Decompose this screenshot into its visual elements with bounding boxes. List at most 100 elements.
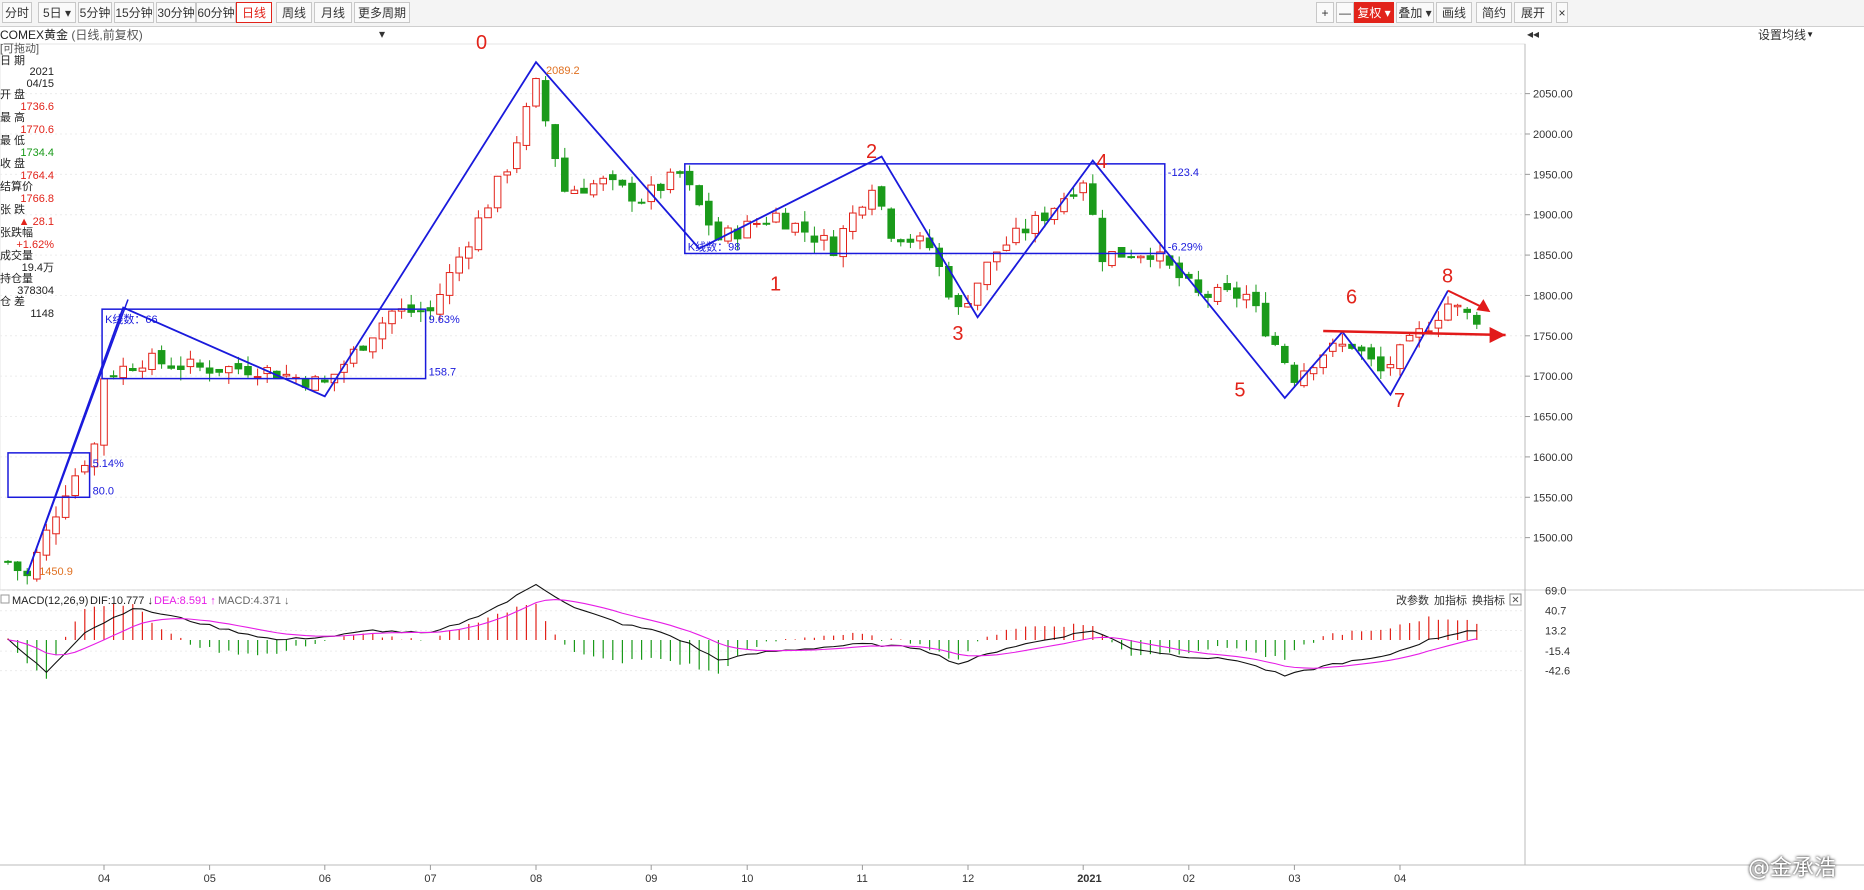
- candle-body-58: [561, 157, 569, 192]
- price-tick-label-4: 1700.00: [1533, 371, 1573, 383]
- candle-body-18: [177, 365, 185, 370]
- candle-body-142: [1367, 347, 1376, 360]
- candle-body-139: [1338, 343, 1347, 347]
- ma-settings-button[interactable]: 设置均线: [1757, 28, 1806, 42]
- info-label-9: 持仓量: [0, 273, 33, 285]
- info-label-6: 张 跌: [0, 204, 26, 216]
- info-value-8: 19.4万: [21, 261, 54, 274]
- toolbar-right-5[interactable]: 简约: [1476, 2, 1512, 23]
- candle-body-92: [887, 208, 896, 239]
- candle-body-95: [916, 235, 924, 242]
- macd-toggle-icon[interactable]: [0, 594, 10, 604]
- candle-body-136: [1309, 367, 1318, 375]
- candle-body-114: [1098, 217, 1107, 263]
- info-label-10: 仓 差: [0, 296, 26, 308]
- info-label-7: 张跌幅: [0, 227, 33, 239]
- period-tab-4[interactable]: 30分钟: [156, 2, 196, 23]
- candle-body-55: [532, 78, 540, 107]
- price-tick-label-2: 1600.00: [1533, 452, 1573, 464]
- candle-body-19: [186, 358, 195, 368]
- toolbar-right-1[interactable]: —: [1336, 2, 1354, 23]
- candle-body-59: [570, 189, 579, 195]
- macd-button-2[interactable]: 换指标: [1472, 593, 1505, 607]
- info-value-3: 1734.4: [20, 146, 54, 159]
- candle-body-134: [1290, 364, 1299, 383]
- toolbar-right-2[interactable]: 复权 ▾: [1354, 2, 1394, 23]
- candle-body-112: [1079, 182, 1088, 194]
- info-label-3: 最 低: [0, 135, 26, 147]
- macd-name[interactable]: MACD(12,26,9): [12, 595, 88, 607]
- candle-body-79: [762, 222, 771, 225]
- candle-body-151: [1453, 304, 1462, 308]
- candle-body-80: [772, 212, 780, 223]
- macd-button-0[interactable]: 改参数: [1396, 593, 1429, 607]
- macd-tick-label-0: 69.0: [1545, 585, 1566, 597]
- close-icon[interactable]: ×: [1556, 2, 1568, 23]
- candle-body-50: [484, 207, 492, 219]
- info-value-6: ▲ 28.1: [18, 215, 54, 228]
- period-tab-6[interactable]: 日线: [236, 2, 272, 23]
- macd-tick-label-1: 40.7: [1545, 606, 1566, 618]
- candle-body-53: [513, 142, 521, 170]
- toolbar-right-0[interactable]: +: [1316, 2, 1334, 23]
- info-value-4: 1764.4: [20, 169, 54, 182]
- candle-body-150: [1444, 303, 1452, 321]
- info-label-8: 成交量: [0, 250, 33, 262]
- candle-body-149: [1434, 319, 1443, 329]
- price-tick-label-11: 2050.00: [1533, 89, 1573, 101]
- candle-body-105: [1012, 227, 1020, 244]
- candle-body-66: [637, 201, 646, 204]
- candle-body-33: [321, 379, 329, 383]
- period-tab-3[interactable]: 15分钟: [114, 2, 154, 23]
- chevron-down-icon[interactable]: ▼: [1806, 30, 1814, 39]
- toolbar-right-3[interactable]: 叠加 ▾: [1396, 2, 1434, 23]
- candle-body-118: [1137, 255, 1145, 259]
- period-tab-7[interactable]: 周线: [276, 2, 312, 23]
- candle-body-6: [61, 495, 70, 518]
- candle-body-101: [973, 282, 982, 306]
- wave-zigzag-line: [26, 60, 1449, 575]
- candle-body-68: [657, 183, 665, 191]
- candle-body-98: [945, 266, 953, 298]
- candle-body-152: [1463, 308, 1472, 313]
- candle-body-102: [983, 261, 992, 286]
- candle-body-3: [33, 551, 41, 580]
- time-tick-label-2: 06: [319, 873, 331, 885]
- candle-body-86: [829, 236, 838, 257]
- info-label-4: 收 盘: [0, 158, 26, 170]
- macd-tick-label-4: -42.6: [1545, 666, 1570, 678]
- info-value-0: 2021: [29, 66, 54, 78]
- toolbar-right-6[interactable]: 展开 ◂◂: [1514, 2, 1552, 41]
- time-tick-label-0: 04: [98, 873, 110, 885]
- candle-body-23: [225, 366, 233, 374]
- macd-button-1[interactable]: 加指标: [1434, 593, 1467, 607]
- macd-dea-value: DEA:8.591 ↑: [154, 595, 216, 607]
- candle-body-43: [417, 310, 425, 313]
- period-tab-8[interactable]: 月线: [314, 2, 352, 23]
- period-tab-0[interactable]: 分时: [2, 2, 32, 23]
- macd-macd-value: MACD:4.371 ↓: [218, 595, 290, 607]
- price-tick-label-0: 1500.00: [1533, 533, 1573, 545]
- low-price-label: 1450.9: [39, 566, 73, 578]
- info-label-5: 结算价: [0, 181, 33, 193]
- period-tab-2[interactable]: 5分钟: [78, 2, 112, 23]
- period-tab-1[interactable]: 5日 ▾: [38, 2, 76, 23]
- candle-body-39: [378, 322, 387, 340]
- draggable-label[interactable]: [可拖动]: [0, 43, 40, 55]
- candle-body-93: [897, 239, 905, 243]
- candle-body-56: [541, 80, 550, 122]
- time-tick-label-13: 04: [1394, 873, 1406, 885]
- toolbar-right-4[interactable]: 画线: [1436, 2, 1472, 23]
- range-box-diff-0: 80.0: [93, 485, 114, 497]
- candle-body-129: [1242, 293, 1251, 301]
- period-tab-9[interactable]: 更多周期 ▾: [354, 2, 410, 41]
- price-tick-label-9: 1950.00: [1533, 169, 1573, 181]
- red-arrow-head: [1489, 327, 1506, 344]
- wave-label-8: 8: [1442, 266, 1453, 288]
- candle-body-7: [71, 475, 80, 497]
- candle-body-127: [1223, 283, 1232, 291]
- dea-line: [7, 599, 1477, 669]
- candle-body-70: [676, 171, 684, 174]
- period-tab-5[interactable]: 60分钟: [196, 2, 236, 23]
- candlestick-chart[interactable]: 1500.00 1550.00 1600.00 1650.00 1700.00 1750.…: [0, 26, 1864, 890]
